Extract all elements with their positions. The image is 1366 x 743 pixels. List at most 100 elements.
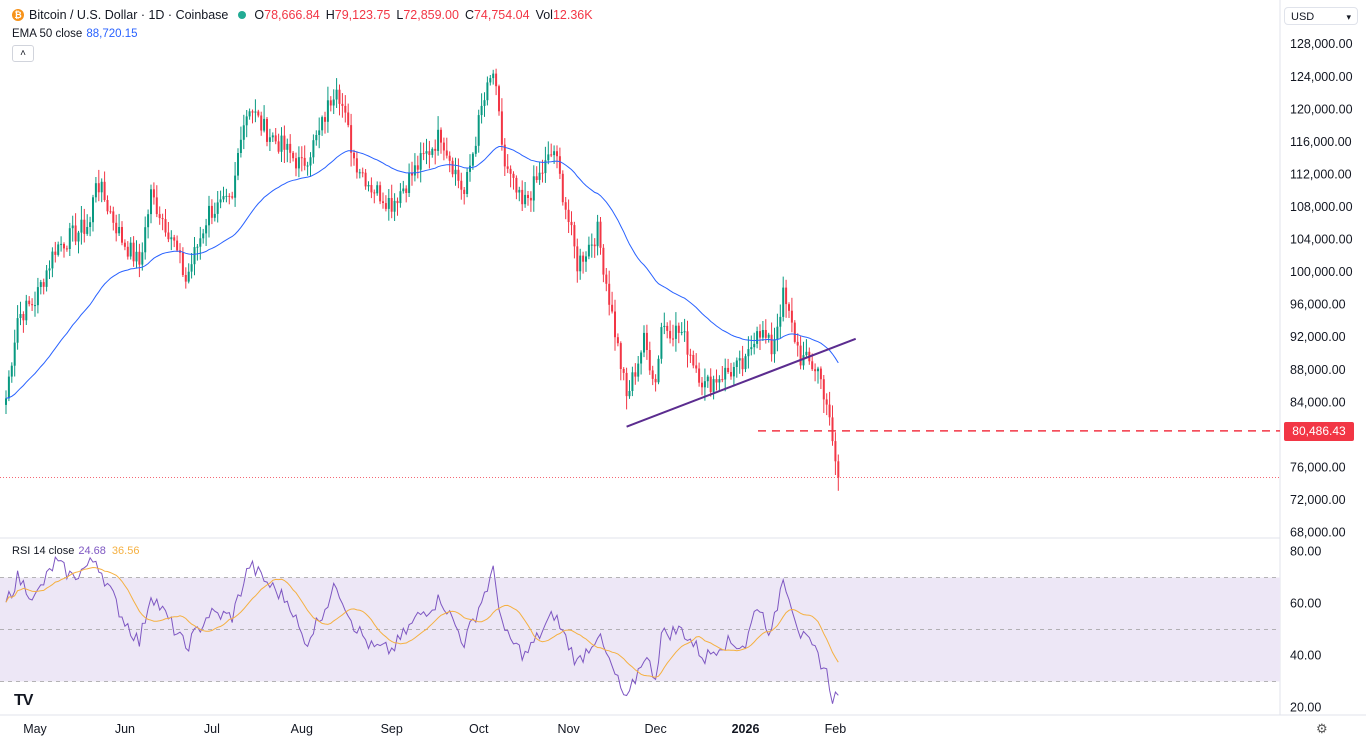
candle: [413, 165, 416, 176]
candle: [524, 194, 527, 205]
candle: [814, 369, 817, 372]
candle: [556, 151, 558, 157]
candle: [10, 365, 13, 377]
candle: [71, 225, 74, 229]
price-tick-label: 96,000.00: [1290, 298, 1346, 312]
candle: [213, 213, 216, 218]
candle: [126, 246, 129, 257]
candle: [529, 197, 532, 201]
candle: [735, 360, 738, 367]
candle: [405, 188, 408, 193]
candle: [34, 305, 36, 307]
tradingview-logo[interactable]: TV: [14, 692, 33, 709]
currency-select[interactable]: USD ▾: [1284, 7, 1358, 25]
close-label: C: [464, 8, 474, 22]
candle: [13, 342, 16, 366]
candle: [799, 345, 802, 366]
candle: [387, 198, 390, 209]
candle: [132, 242, 135, 262]
candle: [103, 181, 106, 200]
candle: [303, 157, 306, 166]
high-label: H: [325, 8, 335, 22]
candle: [42, 282, 45, 287]
candle: [756, 331, 759, 344]
rsi-value: 24.68: [78, 545, 106, 557]
candle: [251, 111, 254, 113]
candle: [582, 255, 585, 262]
candle: [764, 330, 767, 338]
candle: [129, 242, 132, 257]
candle: [558, 156, 561, 174]
candle: [695, 365, 698, 369]
candle: [138, 251, 141, 265]
candle: [355, 158, 358, 173]
candle: [660, 327, 663, 359]
candle: [718, 379, 721, 383]
rsi-tick-label: 80.00: [1290, 545, 1321, 559]
low-label: L: [396, 8, 404, 22]
candle: [442, 142, 445, 151]
candle: [460, 180, 463, 190]
candle: [550, 154, 553, 156]
collapse-legend-button[interactable]: ˄: [12, 45, 34, 62]
candle: [567, 209, 570, 222]
candle: [219, 199, 222, 203]
candle: [744, 356, 747, 370]
candle: [750, 347, 753, 350]
candle: [828, 404, 831, 418]
time-tick-label: Aug: [291, 722, 313, 736]
candle: [86, 227, 89, 234]
candle: [471, 153, 474, 166]
candle: [25, 300, 28, 321]
time-tick-label: Dec: [644, 722, 666, 736]
candle: [805, 351, 808, 356]
candle: [57, 244, 60, 255]
candle: [263, 118, 266, 131]
candle: [706, 376, 709, 382]
candle: [825, 399, 828, 405]
candle: [202, 233, 205, 239]
candle: [541, 172, 544, 174]
candle: [819, 368, 822, 380]
candle: [463, 189, 466, 194]
candle: [216, 202, 219, 214]
candle: [616, 337, 619, 344]
candle: [190, 264, 193, 272]
candle: [666, 325, 669, 331]
candle: [776, 326, 779, 340]
candle: [266, 118, 268, 142]
candle: [353, 152, 355, 159]
ema-legend[interactable]: EMA 50 close 88,720.15: [12, 28, 138, 40]
candle: [373, 192, 376, 194]
candle: [715, 379, 718, 383]
ema-label: EMA 50 close: [12, 28, 83, 40]
candles-group: [5, 68, 840, 491]
rsi-tick-label: 40.00: [1290, 649, 1321, 663]
candle: [564, 202, 567, 210]
candle: [544, 160, 547, 174]
candle: [158, 214, 161, 219]
candle: [170, 237, 173, 240]
candle: [587, 244, 590, 257]
candle: [680, 332, 683, 333]
candle: [448, 155, 451, 161]
candle: [457, 169, 460, 181]
candle: [350, 125, 353, 153]
candle: [112, 211, 115, 223]
candle: [399, 191, 402, 204]
gear-icon[interactable]: ⚙: [1316, 721, 1328, 736]
candle: [701, 382, 703, 388]
candle: [286, 143, 289, 150]
candle: [396, 200, 399, 204]
symbol-title[interactable]: Bitcoin / U.S. Dollar · 1D · Coinbase: [29, 8, 229, 22]
candle: [338, 89, 341, 104]
rsi-tick-label: 20.00: [1290, 701, 1321, 715]
candle: [674, 325, 677, 339]
candle: [150, 189, 152, 215]
price-tick-label: 112,000.00: [1290, 167, 1352, 181]
candle: [5, 398, 7, 405]
candle: [732, 367, 735, 377]
rsi-legend[interactable]: RSI 14 close 24.68 36.56: [12, 545, 139, 557]
candle: [306, 165, 309, 167]
